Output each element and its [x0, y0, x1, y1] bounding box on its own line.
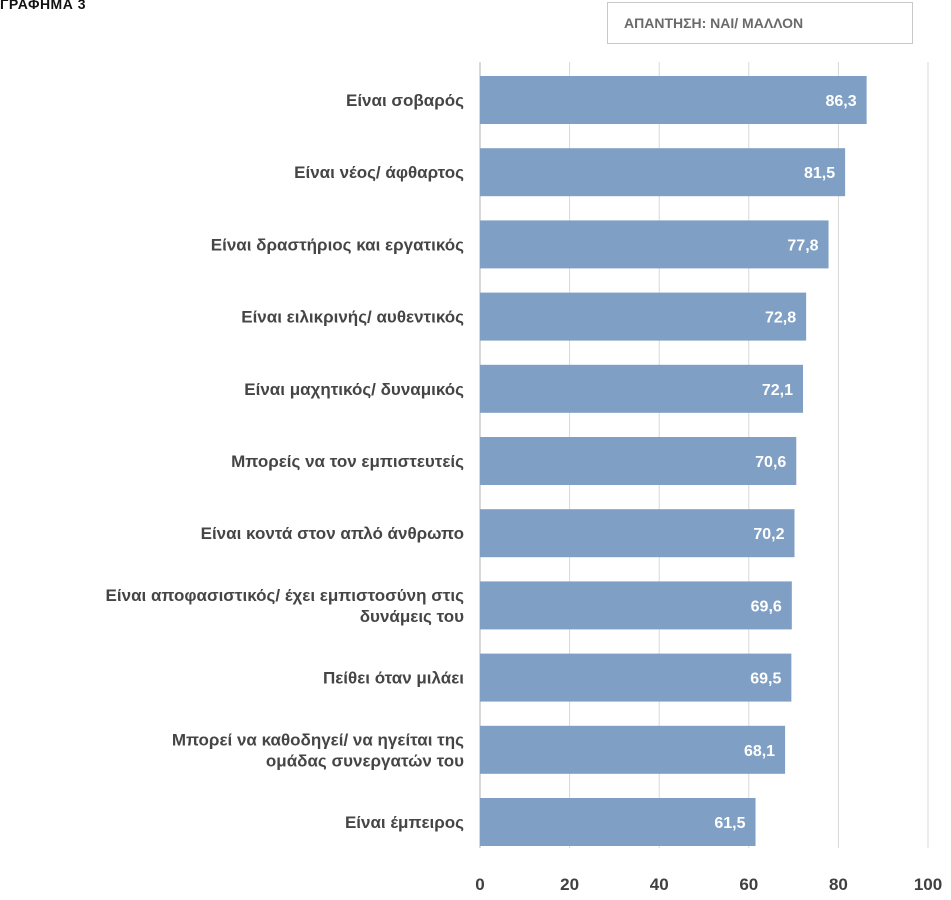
- x-tick-label: 80: [829, 875, 848, 894]
- legend-box: ΑΠΑΝΤΗΣΗ: ΝΑΙ/ ΜΑΛΛΟΝ: [607, 2, 913, 44]
- bar: [480, 725, 786, 774]
- x-tick-label: 0: [475, 875, 484, 894]
- data-label: 81,5: [804, 165, 835, 182]
- category-label: Είναι κοντά στον απλό άνθρωπο: [201, 524, 464, 543]
- category-label: Είναι αποφασιστικός/ έχει εμπιστοσύνη στ…: [106, 586, 465, 626]
- bar: [480, 437, 797, 485]
- bar-layer: [480, 76, 867, 846]
- bar: [480, 798, 756, 846]
- category-label: Είναι νέος/ άφθαρτος: [294, 163, 464, 182]
- tick-layer: 0 20 40 60 80 100: [475, 875, 942, 894]
- category-label: Είναι δραστήριος και εργατικός: [211, 235, 464, 254]
- data-label: 86,3: [825, 93, 856, 110]
- bar: [480, 292, 807, 341]
- category-label: Είναι σοβαρός: [346, 91, 464, 110]
- category-label: Είναι έμπειρος: [345, 813, 464, 832]
- category-label: Πείθει όταν μιλάει: [323, 669, 464, 688]
- category-label: Είναι ειλικρινής/ αυθεντικός: [241, 308, 464, 327]
- data-label: 70,2: [753, 526, 784, 543]
- x-tick-label: 40: [650, 875, 669, 894]
- data-label: 72,1: [762, 382, 793, 399]
- bar: [480, 581, 792, 630]
- bar: [480, 364, 804, 413]
- data-label: 69,6: [751, 598, 782, 615]
- chart-title: ΓΡΑΦΗΜΑ 3: [0, 0, 86, 12]
- x-tick-label: 20: [560, 875, 579, 894]
- category-label: Είναι μαχητικός/ δυναμικός: [244, 380, 464, 399]
- x-tick-label: 60: [739, 875, 758, 894]
- data-label: 72,8: [765, 310, 796, 327]
- category-label: Μπορείς να τον εμπιστευτείς: [231, 452, 464, 471]
- bar: [480, 653, 792, 702]
- category-label: Μπορεί να καθοδηγεί/ να ηγείται της ομάδα…: [172, 730, 464, 770]
- bar: [480, 148, 846, 197]
- data-label: 77,8: [787, 237, 818, 254]
- data-label: 68,1: [744, 743, 775, 760]
- bar: [480, 509, 795, 558]
- x-tick-label: 100: [914, 875, 942, 894]
- bar: [480, 76, 867, 124]
- data-label: 69,5: [750, 671, 781, 688]
- bar: [480, 220, 829, 269]
- data-label: 70,6: [755, 454, 786, 471]
- data-label: 61,5: [714, 815, 745, 832]
- legend-label: ΑΠΑΝΤΗΣΗ: ΝΑΙ/ ΜΑΛΛΟΝ: [624, 15, 804, 31]
- label-layer: 86,3 Είναι σοβαρός 81,5 Είναι νέος/ άφθαρτο…: [106, 91, 857, 832]
